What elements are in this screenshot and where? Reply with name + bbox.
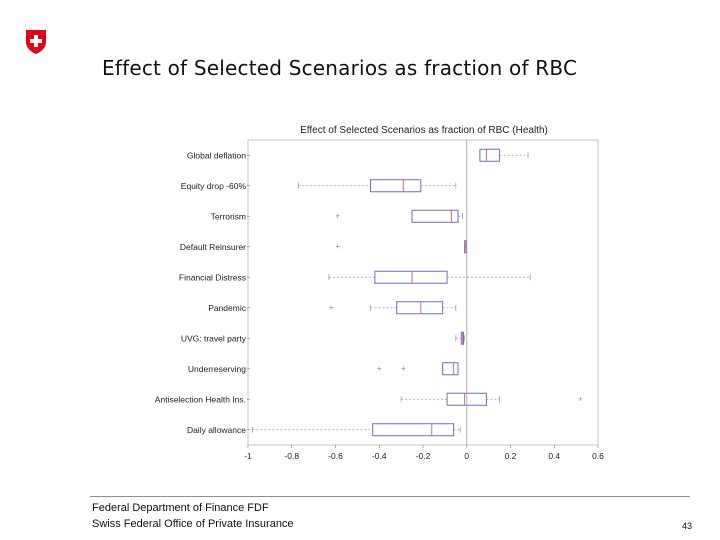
- category-label: Default Reinsurer: [180, 242, 246, 252]
- category-label: Pandemic: [208, 303, 247, 313]
- box-6: +: [329, 301, 457, 315]
- box-4: +: [335, 240, 467, 254]
- outlier-point: +: [335, 242, 340, 251]
- chart-title: Effect of Selected Scenarios as fraction…: [300, 125, 548, 136]
- outlier-point: +: [377, 364, 382, 373]
- plot-area-frame: [247, 139, 599, 446]
- box-iqr: [446, 392, 487, 406]
- x-tick-label: -0.6: [328, 451, 343, 461]
- box-iqr: [374, 270, 448, 284]
- box-5: [328, 270, 531, 284]
- footer-divider: [90, 496, 690, 497]
- outlier-point: +: [578, 394, 583, 403]
- category-label: Daily allowance: [187, 425, 246, 435]
- box-iqr: [370, 179, 422, 193]
- box-iqr: [442, 362, 459, 376]
- box-iqr: [479, 148, 501, 162]
- box-9: +: [400, 392, 583, 406]
- category-label: UVG: travel party: [181, 333, 247, 343]
- box-10: [251, 423, 461, 437]
- category-label: Terrorism: [211, 211, 246, 221]
- box-8: + +: [377, 362, 459, 376]
- outlier-point: +: [335, 211, 340, 220]
- box-iqr: [396, 301, 444, 315]
- footer-office: Swiss Federal Office of Private Insuranc…: [92, 518, 294, 530]
- outlier-point: +: [329, 303, 334, 312]
- x-tick-label: -0.2: [416, 451, 431, 461]
- x-tick-label: 0.4: [548, 451, 560, 461]
- box-iqr: [372, 423, 455, 437]
- x-tick-label: -0.4: [372, 451, 387, 461]
- category-label: Underreserving: [188, 364, 246, 374]
- x-tick-label: -1: [244, 451, 252, 461]
- box-iqr: [411, 209, 459, 223]
- x-tick-label: -0.8: [284, 451, 299, 461]
- category-label: Equity drop -60%: [181, 181, 247, 191]
- footer-department: Federal Department of Finance FDF: [92, 502, 269, 514]
- boxplot-chart: Effect of Selected Scenarios as fraction…: [155, 125, 604, 461]
- category-label: Financial Distress: [179, 272, 246, 282]
- box-1: [479, 148, 529, 162]
- swiss-cross-icon: [26, 30, 46, 54]
- box-2: [297, 179, 457, 193]
- x-tick-label: 0: [464, 451, 469, 461]
- box-3: +: [335, 209, 463, 223]
- box-7: [455, 331, 465, 345]
- x-tick-label: 0.2: [505, 451, 517, 461]
- outlier-point: +: [401, 364, 406, 373]
- category-label: Global deflation: [187, 150, 246, 160]
- x-tick-label: 0.6: [592, 451, 604, 461]
- category-label: Antiselection Health Ins.: [155, 394, 246, 404]
- page-title: Effect of Selected Scenarios as fraction…: [102, 56, 578, 80]
- page-number: 43: [681, 521, 692, 531]
